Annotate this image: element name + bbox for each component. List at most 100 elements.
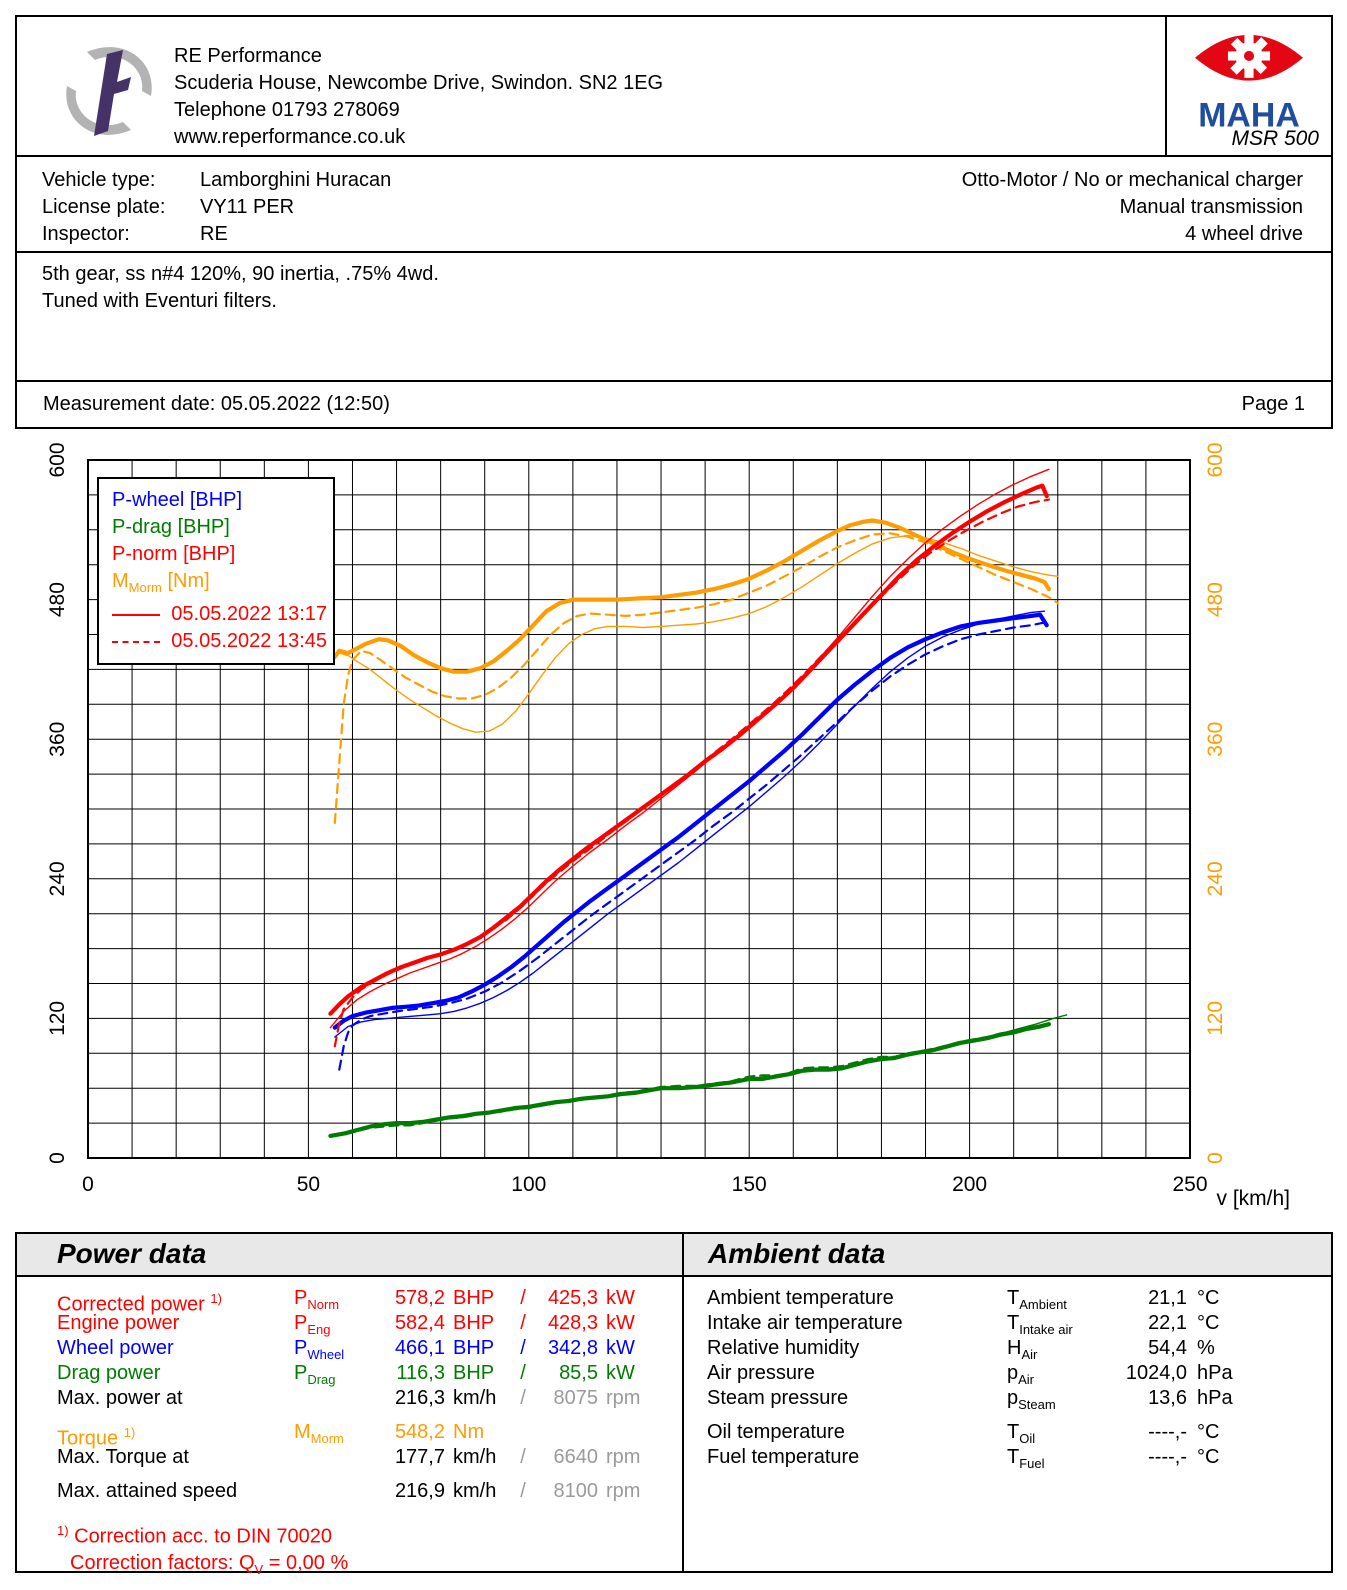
svg-text:0: 0	[1204, 1152, 1227, 1164]
svg-text:50: 50	[297, 1173, 320, 1196]
power-row: Engine power PEng 582,4 BHP / 428,3 kW	[17, 1311, 682, 1337]
ambient-row-value: 21,1	[1148, 1287, 1187, 1309]
ambient-row-label: Intake air temperature	[707, 1312, 903, 1334]
power-data-header: Power data	[17, 1234, 682, 1277]
svg-text:480: 480	[46, 582, 69, 617]
power-row-value-2: 85,5	[559, 1362, 598, 1384]
maha-logo-cell: MAHA MSR 500	[1165, 17, 1331, 155]
ambient-row-symbol: HAir	[1007, 1337, 1038, 1362]
ambient-row-symbol: TOil	[1007, 1421, 1036, 1446]
power-row-symbol	[294, 1386, 357, 1411]
power-row-unit-1: BHP	[453, 1312, 495, 1334]
legend-run: 05.05.2022 13:17	[112, 601, 327, 628]
svg-text:360: 360	[46, 722, 69, 757]
power-row-label: Max. attained speed	[57, 1480, 238, 1502]
power-row-value-1: 466,1	[394, 1337, 445, 1359]
vehicle-info-box: Vehicle type: Lamborghini Huracan Licens…	[15, 155, 1333, 253]
ambient-row-value: 22,1	[1148, 1312, 1187, 1334]
power-row-unit-2: kW	[606, 1312, 635, 1334]
drive-type: 4 wheel drive	[1185, 223, 1303, 245]
series-m-morm-05-05-2022-13-17	[328, 518, 1052, 674]
power-row-symbol-sub: Norm	[307, 1297, 340, 1312]
ambient-row-symbol: pAir	[1007, 1362, 1035, 1387]
power-row-unit-1: BHP	[453, 1337, 495, 1359]
chart-legend: P-wheel [BHP] P-drag [BHP] P-norm [BHP] MMo…	[97, 477, 335, 665]
ambient-row-label: Ambient temperature	[707, 1287, 894, 1309]
power-row-value-2: 425,3	[547, 1287, 598, 1309]
power-row-footnote-marker: 1)	[210, 1291, 222, 1306]
power-row-unit-2: kW	[606, 1362, 635, 1384]
power-row-unit-2: rpm	[606, 1480, 641, 1502]
power-row-value-1: 582,4	[394, 1312, 445, 1334]
note-line: 5th gear, ss n#4 120%, 90 inertia, .75% …	[42, 263, 439, 285]
power-row-slash: /	[520, 1362, 526, 1384]
ambient-row-symbol-sub: Oil	[1019, 1431, 1036, 1446]
ambient-data-title: Ambient data	[708, 1238, 886, 1269]
svg-text:150: 150	[732, 1173, 767, 1196]
ambient-row: Air pressure pAir 1024,0 hPa	[684, 1361, 1331, 1387]
power-row: Max. Torque at 177,7 km/h / 6640 rpm	[17, 1445, 682, 1470]
svg-text:120: 120	[46, 1001, 69, 1036]
power-row-symbol	[294, 1445, 357, 1470]
transmission-type: Manual transmission	[1119, 196, 1303, 218]
power-row-symbol	[294, 1479, 357, 1504]
legend-run-line-sample	[112, 640, 161, 643]
power-row: Max. attained speed 216,9 km/h / 8100 rpm	[17, 1479, 682, 1504]
footnote-2-sub: V	[254, 1561, 264, 1577]
power-row-symbol: PNorm	[294, 1287, 340, 1312]
power-row-value-1: 116,3	[396, 1362, 445, 1384]
power-row-unit-1: BHP	[453, 1287, 495, 1309]
power-row-value-2: 342,8	[547, 1337, 598, 1359]
vehicle-fields: Vehicle type: Lamborghini Huracan Licens…	[42, 167, 391, 248]
ambient-row-label: Oil temperature	[707, 1421, 845, 1443]
power-row-slash: /	[520, 1287, 526, 1309]
ambient-row-symbol: TAmbient	[1007, 1287, 1067, 1312]
power-row-label: Drag power	[57, 1362, 161, 1384]
logo-swoosh-bottom	[66, 86, 131, 135]
power-row-slash: /	[520, 1480, 526, 1502]
ambient-row-value: ----,-	[1148, 1446, 1187, 1468]
legend-item: P-wheel [BHP]	[112, 487, 327, 514]
svg-text:250: 250	[1172, 1173, 1207, 1196]
svg-text:0: 0	[82, 1173, 94, 1196]
power-row-slash: /	[520, 1337, 526, 1359]
logo-swoosh-top	[87, 47, 152, 96]
svg-text:240: 240	[46, 861, 69, 896]
ambient-row-group: Oil temperature TOil ----,- °C Fuel temperat…	[684, 1420, 1331, 1471]
ambient-row-label: Fuel temperature	[707, 1446, 860, 1468]
legend-run-date: 05.05.2022 13:45	[171, 630, 327, 652]
measurement-date-bar: Measurement date: 05.05.2022 (12:50) Pag…	[15, 380, 1333, 429]
notes-text: 5th gear, ss n#4 120%, 90 inertia, .75% …	[42, 261, 439, 315]
ambient-row-symbol-sub: Fuel	[1019, 1456, 1045, 1471]
ambient-row-value: ----,-	[1148, 1421, 1187, 1443]
footnote-2: Correction factors: QV = 0,00 %	[57, 1550, 682, 1583]
power-row: Max. power at 216,3 km/h / 8075 rpm	[17, 1386, 682, 1411]
vehicle-type-row: Vehicle type: Lamborghini Huracan	[42, 167, 391, 194]
power-row-symbol: MMorm	[294, 1421, 344, 1446]
ambient-row: Oil temperature TOil ----,- °C	[684, 1420, 1331, 1446]
series-p-wheel-05-05-2022-13-45	[338, 620, 1051, 1071]
maha-gear-icon	[1227, 33, 1271, 78]
measurement-date: Measurement date: 05.05.2022 (12:50)	[43, 393, 390, 415]
ambient-row: Ambient temperature TAmbient 21,1 °C	[684, 1286, 1331, 1312]
power-row-label: Torque 1)	[57, 1425, 136, 1450]
report-header: RE Performance Scuderia House, Newcombe …	[15, 15, 1333, 157]
series-p-drag-05-05-2022-13-17	[328, 1022, 1052, 1139]
series-m-morm-05-05-2022-13-45	[333, 532, 1059, 825]
license-plate-row: License plate: VY11 PER	[42, 194, 391, 221]
drivetrain-info: Otto-Motor / No or mechanical charger Ma…	[962, 167, 1303, 248]
power-row-symbol-sub: Drag	[307, 1372, 336, 1387]
power-row-symbol: PWheel	[294, 1337, 345, 1362]
power-row-value-2: 6640	[553, 1446, 599, 1468]
ambient-row-value: 13,6	[1148, 1387, 1187, 1409]
ambient-row-unit: °C	[1197, 1446, 1220, 1468]
ambient-data-header: Ambient data	[684, 1234, 1331, 1277]
ambient-row-symbol-sub: Intake air	[1019, 1322, 1073, 1337]
ambient-row-symbol-sub: Ambient	[1019, 1297, 1067, 1312]
ambient-row-unit: °C	[1197, 1312, 1220, 1334]
company-block: RE Performance Scuderia House, Newcombe …	[174, 43, 663, 151]
series-p-norm-thin	[329, 468, 1050, 1029]
company-address: Scuderia House, Newcombe Drive, Swindon.…	[174, 72, 664, 94]
svg-text:120: 120	[1204, 1001, 1227, 1036]
power-row-slash: /	[520, 1387, 526, 1409]
